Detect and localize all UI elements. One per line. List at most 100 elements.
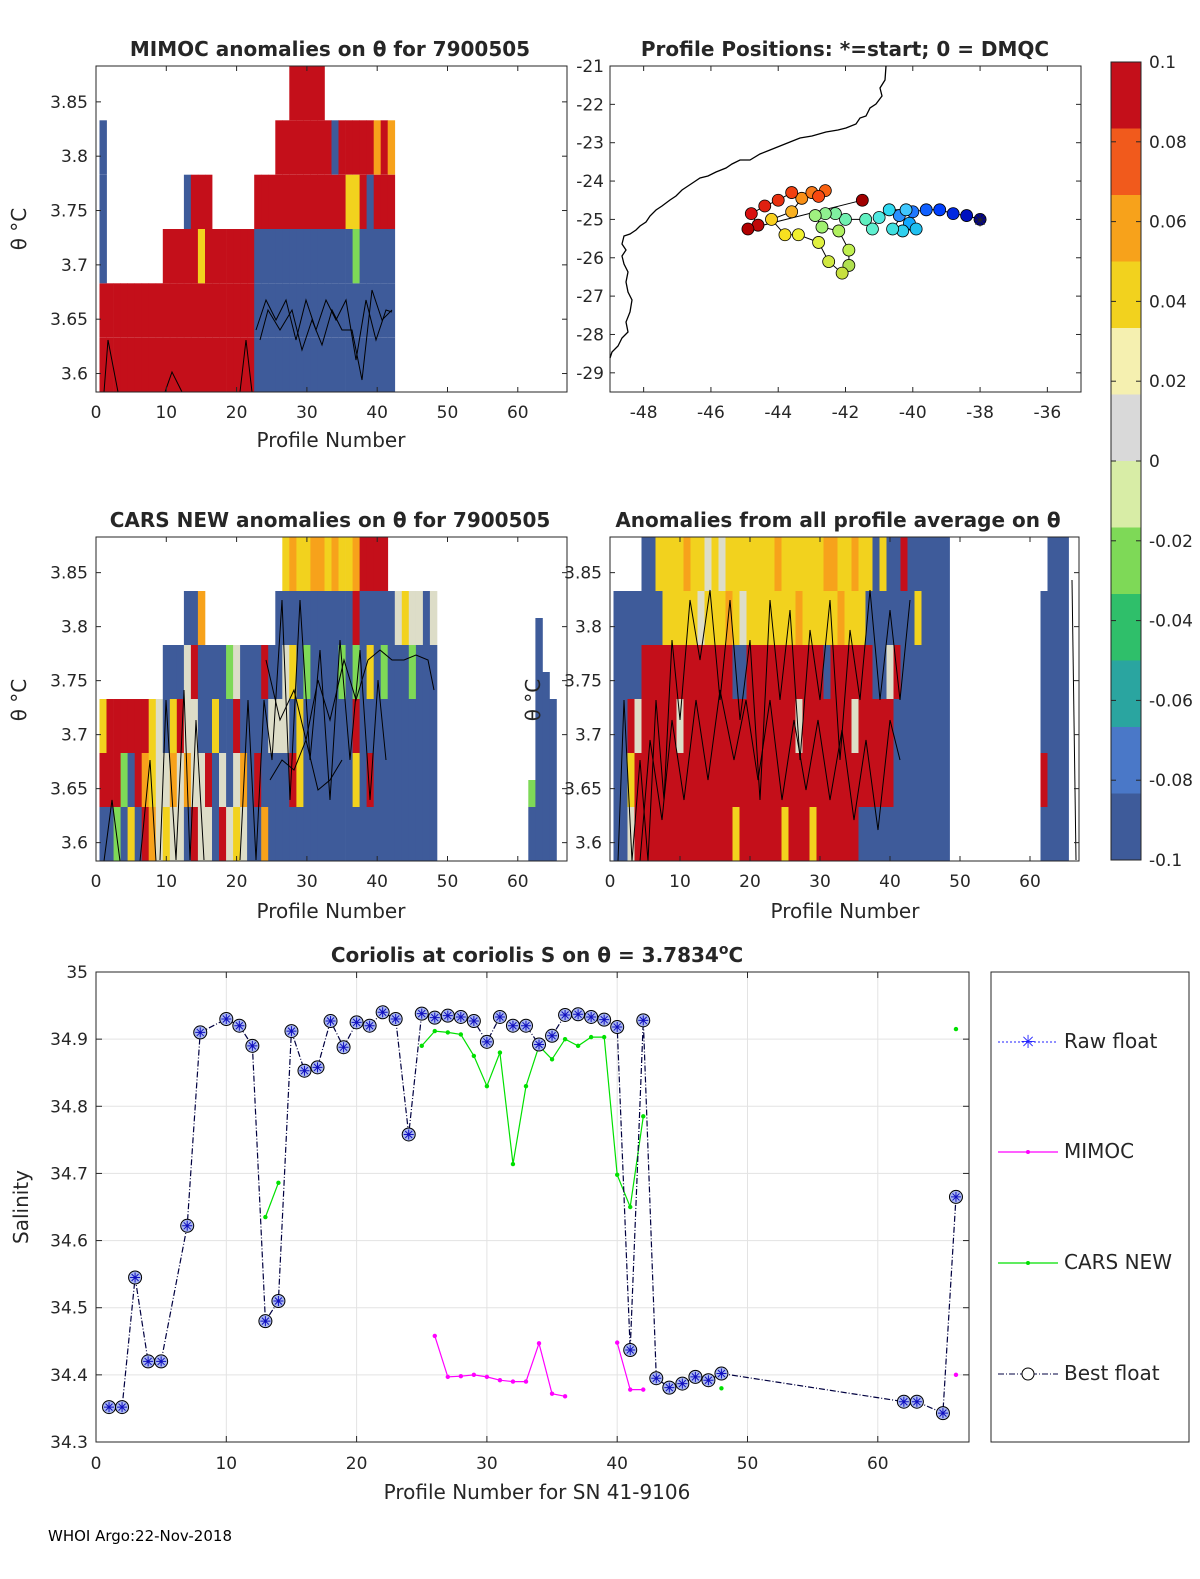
- heatmap-cell: [620, 645, 628, 699]
- heatmap-cell: [141, 807, 150, 861]
- heatmap-cell: [415, 753, 424, 807]
- heatmap-cell: [823, 645, 831, 699]
- heatmap-cell: [942, 807, 950, 861]
- heatmap-cell: [233, 753, 241, 807]
- mimoc-point: [523, 1379, 529, 1384]
- heatmap-cell: [282, 120, 290, 175]
- heatmap-cell: [303, 645, 311, 699]
- heatmap-cell: [429, 753, 438, 807]
- heatmap-cell: [134, 283, 143, 338]
- heatmap-cell: [282, 591, 290, 645]
- best-float-point: [180, 1218, 195, 1233]
- heatmap-cell: [655, 645, 663, 699]
- mimoc-axes: 0 10 20 30 40 50 60 3.6 3.65 3.7 3.75 3.8 3.85: [50, 66, 567, 423]
- cars-contour: [103, 599, 387, 862]
- heatmap-cell: [162, 807, 171, 861]
- heatmap-cell: [303, 66, 311, 121]
- heatmap-cell: [641, 807, 649, 861]
- heatmap-cell: [830, 591, 838, 645]
- profile-position-marker: [866, 222, 879, 236]
- heatmap-cell: [627, 645, 635, 699]
- y-tick-label: -26: [576, 249, 604, 269]
- heatmap-cell: [366, 174, 374, 229]
- heatmap-cell: [788, 645, 796, 699]
- heatmap-cell: [872, 537, 880, 591]
- heatmap-cell: [809, 645, 817, 699]
- heatmap-cell: [303, 699, 311, 753]
- heatmap-cell: [528, 780, 536, 807]
- heatmap-cell: [1061, 807, 1069, 861]
- heatmap-cell: [261, 699, 269, 753]
- salinity-title: Coriolis at coriolis S on θ = 3.7834oC: [331, 942, 743, 967]
- heatmap-cell: [148, 283, 157, 338]
- heatmap-cell: [781, 537, 789, 591]
- best-float-point: [349, 1015, 364, 1030]
- heatmap-cell: [99, 120, 107, 175]
- y-tick-label: 3.6: [61, 365, 88, 385]
- x-tick-label: 50: [437, 872, 459, 892]
- heatmap-cell: [1047, 807, 1055, 861]
- heatmap-cell: [542, 672, 550, 753]
- mimoc-point: [471, 1372, 477, 1378]
- heatmap-cell: [704, 645, 712, 699]
- heatmap-cell: [830, 753, 838, 807]
- heatmap-cell: [366, 699, 374, 753]
- heatmap-cell: [634, 807, 642, 861]
- heatmap-cell: [851, 753, 859, 807]
- y-tick-label: -29: [576, 364, 604, 384]
- x-tick-label: 30: [296, 403, 318, 423]
- mimoc-ylabel: θ °C: [7, 208, 31, 251]
- profile-position-marker: [765, 213, 778, 226]
- heatmap-cell: [613, 753, 621, 807]
- heatmap-cell: [176, 337, 185, 392]
- heatmap-cell: [338, 174, 346, 229]
- heatmap-cell: [942, 537, 950, 591]
- best-float-point: [636, 1013, 651, 1028]
- heatmap-cell: [226, 283, 234, 338]
- heatmap-cell: [900, 753, 908, 807]
- salinity-series: [102, 1005, 963, 1421]
- heatmap-cell: [296, 591, 304, 645]
- heatmap-cell: [893, 699, 901, 753]
- heatmap-cell: [872, 699, 880, 753]
- heatmap-cell: [697, 591, 705, 645]
- best-float-point: [909, 1394, 924, 1409]
- best-float-point: [675, 1376, 690, 1391]
- heatmap-cell: [774, 537, 782, 591]
- profile-position-marker: [832, 224, 846, 238]
- heatmap-cell: [767, 537, 775, 591]
- heatmap-cell: [233, 645, 241, 699]
- salinity-xlabel: Profile Number for SN 41-9106: [384, 1480, 691, 1504]
- heatmap-cell: [268, 283, 276, 338]
- legend-best-float: Best float: [998, 1361, 1160, 1385]
- heatmap-cell: [809, 699, 817, 753]
- heatmap-cell: [725, 699, 733, 753]
- colorbar-swatch: [1111, 461, 1141, 528]
- mimoc-contour: [259, 289, 393, 381]
- heatmap-cell: [303, 174, 311, 229]
- heatmap-cell: [823, 537, 831, 591]
- heatmap-cell: [725, 807, 733, 861]
- heatmap-cell: [387, 229, 396, 284]
- heatmap-cell: [781, 699, 789, 753]
- heatmap-cell: [226, 699, 234, 753]
- heatmap-cell: [907, 591, 915, 645]
- heatmap-cell: [542, 753, 550, 807]
- heatmap-cell: [282, 537, 290, 591]
- y-tick-label: 3.7: [575, 726, 602, 746]
- heatmap-cell: [711, 537, 719, 591]
- cars-new-point: [588, 1034, 594, 1040]
- heatmap-cell: [310, 283, 318, 338]
- heatmap-cell: [310, 591, 318, 645]
- best-float-point: [584, 1009, 599, 1024]
- heatmap-cell: [331, 120, 339, 175]
- heatmap-cell: [739, 645, 747, 699]
- profile-position-marker: [758, 199, 772, 213]
- positions-axes: -48 -46 -44 -42 -40 -38 -36 -21 -22 -23 -24 -25 -26 -…: [576, 57, 1081, 423]
- heatmap-cell: [317, 174, 325, 229]
- mimoc-heatmap: [99, 66, 396, 392]
- colorbar-tick-label: 0.08: [1149, 133, 1187, 153]
- heatmap-cell: [268, 337, 276, 392]
- heatmap-cell: [935, 753, 943, 807]
- heatmap-cell: [176, 699, 185, 753]
